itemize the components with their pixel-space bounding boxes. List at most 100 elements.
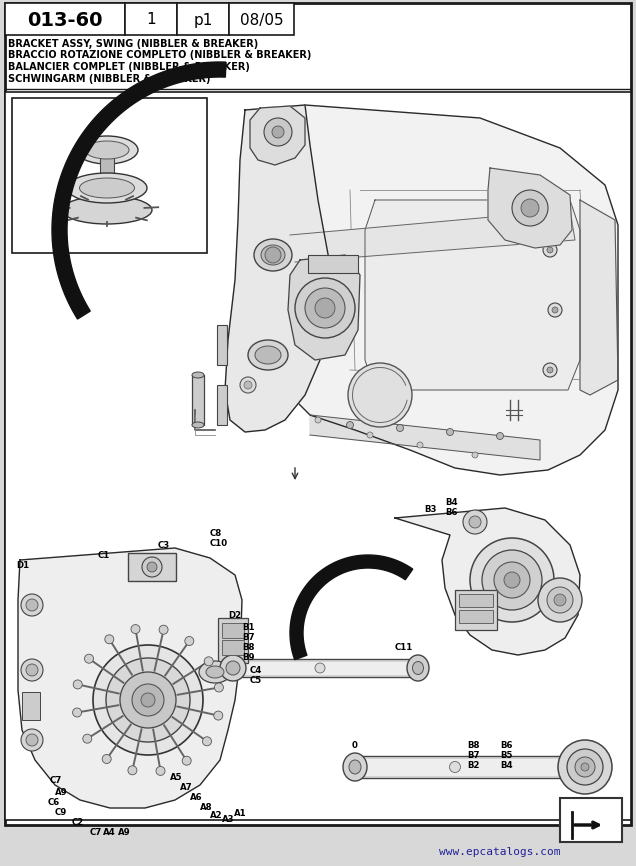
Circle shape (315, 298, 335, 318)
Text: B8: B8 (467, 741, 480, 750)
Ellipse shape (192, 422, 204, 428)
Text: C5: C5 (250, 676, 262, 685)
Text: 0: 0 (352, 741, 358, 750)
Bar (218, 618, 248, 663)
Ellipse shape (67, 173, 147, 203)
Ellipse shape (206, 666, 224, 678)
Circle shape (73, 680, 82, 689)
Text: B9: B9 (242, 653, 254, 662)
Ellipse shape (85, 141, 129, 159)
Circle shape (367, 432, 373, 438)
Circle shape (26, 664, 38, 676)
Circle shape (102, 754, 111, 764)
Circle shape (547, 367, 553, 373)
Text: A9: A9 (118, 828, 130, 837)
Circle shape (240, 377, 256, 393)
Polygon shape (395, 508, 580, 655)
Bar (242, 659, 417, 677)
Circle shape (512, 190, 548, 226)
Circle shape (552, 307, 558, 313)
Circle shape (497, 432, 504, 440)
Bar (22, 692, 40, 720)
Text: A8: A8 (200, 803, 212, 812)
Bar (100, 150, 114, 180)
Circle shape (142, 557, 162, 577)
Text: C7: C7 (90, 828, 102, 837)
Text: B8: B8 (242, 643, 254, 652)
Polygon shape (288, 255, 360, 360)
Circle shape (581, 763, 589, 771)
Text: B6: B6 (445, 508, 457, 517)
Circle shape (106, 658, 190, 742)
Circle shape (272, 126, 284, 138)
Circle shape (156, 766, 165, 775)
Bar (5, 3, 125, 35)
Circle shape (396, 424, 403, 431)
Ellipse shape (199, 661, 231, 683)
Circle shape (450, 761, 460, 772)
Bar (222, 623, 244, 638)
Polygon shape (280, 105, 618, 475)
Circle shape (85, 654, 93, 663)
Text: C3: C3 (158, 541, 170, 550)
Circle shape (131, 624, 140, 634)
Circle shape (543, 363, 557, 377)
Text: C11: C11 (395, 643, 413, 652)
Circle shape (558, 740, 612, 794)
Ellipse shape (80, 178, 134, 198)
Circle shape (548, 303, 562, 317)
Text: A2: A2 (210, 811, 223, 820)
Text: A9: A9 (55, 788, 67, 797)
Circle shape (244, 381, 252, 389)
Bar (355, 756, 570, 778)
Bar (229, 3, 294, 35)
Bar (242, 661, 417, 675)
Text: D2: D2 (228, 611, 241, 620)
Circle shape (463, 510, 487, 534)
Circle shape (504, 572, 520, 588)
Text: B5: B5 (500, 751, 513, 760)
Circle shape (147, 562, 157, 572)
Circle shape (21, 594, 43, 616)
Ellipse shape (254, 239, 292, 271)
Circle shape (26, 734, 38, 746)
Circle shape (315, 663, 325, 673)
Bar (128, 553, 176, 581)
Bar (217, 385, 227, 425)
Text: B7: B7 (242, 633, 254, 642)
Text: 013-60: 013-60 (27, 10, 103, 29)
Circle shape (538, 578, 582, 622)
Bar (455, 590, 497, 630)
Circle shape (83, 734, 92, 743)
Text: www.epcatalogs.com: www.epcatalogs.com (439, 847, 561, 857)
Ellipse shape (76, 136, 138, 164)
Circle shape (105, 635, 114, 643)
Text: C4: C4 (250, 666, 263, 675)
Ellipse shape (226, 661, 240, 675)
Bar (217, 325, 227, 365)
Circle shape (417, 442, 423, 448)
Bar (308, 255, 358, 273)
Ellipse shape (407, 655, 429, 681)
Text: B6: B6 (500, 741, 513, 750)
Circle shape (202, 737, 212, 746)
Text: C1: C1 (98, 551, 110, 560)
Circle shape (547, 247, 553, 253)
Ellipse shape (220, 655, 246, 681)
Bar (222, 640, 244, 655)
Text: A7: A7 (180, 783, 193, 792)
Text: 08/05: 08/05 (240, 12, 284, 28)
Bar (459, 594, 493, 607)
Text: 1: 1 (146, 12, 156, 28)
Ellipse shape (349, 760, 361, 774)
Circle shape (264, 118, 292, 146)
Circle shape (21, 659, 43, 681)
Text: D1: D1 (16, 561, 29, 570)
Polygon shape (290, 555, 413, 660)
Ellipse shape (255, 346, 281, 364)
Text: B1: B1 (242, 623, 254, 632)
Circle shape (214, 683, 223, 692)
Ellipse shape (261, 245, 285, 265)
Ellipse shape (343, 753, 367, 781)
Polygon shape (580, 200, 618, 395)
